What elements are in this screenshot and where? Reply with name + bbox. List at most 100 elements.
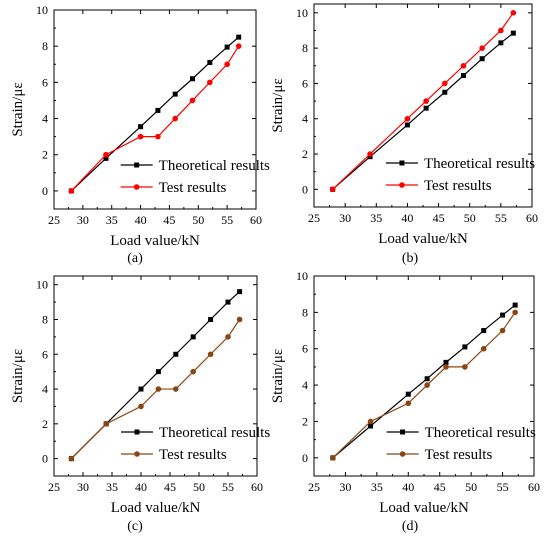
data-point-square (423, 105, 429, 111)
legend-marker-square (134, 429, 140, 435)
chart-panel-2: 25 30 35 40 45 50 55 60 0 2 4 6 8 10 Load value/kN Stra… (270, 3, 538, 266)
data-point-circle (480, 345, 487, 352)
data-point-circle (236, 316, 243, 323)
y-axis-title: Strain/με (270, 349, 286, 403)
series-test (68, 316, 243, 462)
data-point-circle (68, 188, 75, 194)
y-tick-label: 4 (302, 112, 308, 126)
data-point-circle (330, 455, 336, 461)
data-point-circle (479, 45, 485, 51)
chart-panel-4: 25 30 35 40 45 50 55 60 0 2 4 6 8 10 Load value/kN Stra… (270, 269, 540, 534)
data-point-square (479, 56, 485, 62)
legend-marker-square (134, 162, 140, 168)
x-tick-label: 35 (106, 480, 118, 494)
data-point-square (207, 59, 213, 65)
y-tick-label: 4 (42, 112, 48, 126)
legend-label: Test results (424, 178, 492, 194)
data-point-circle (329, 186, 336, 193)
data-point-square (173, 351, 179, 357)
legend-label: Theoretical results (424, 156, 535, 172)
y-tick-label: 10 (296, 6, 308, 20)
x-tick-label: 50 (465, 480, 477, 494)
legend-marker-circle (134, 451, 140, 457)
data-point-square (510, 30, 516, 36)
y-tick-label: 2 (302, 414, 308, 428)
legend-marker-circle (399, 182, 405, 188)
series-test (330, 309, 518, 461)
legend-marker-circle (399, 451, 406, 457)
legend-marker-circle (133, 184, 140, 190)
y-tick-label: 0 (302, 182, 308, 196)
data-point-square (498, 40, 504, 46)
legend-marker-square (400, 429, 406, 435)
y-axis-title: Strain/με (10, 82, 26, 136)
x-tick-label: 30 (77, 480, 89, 494)
y-tick-label: 6 (302, 342, 308, 356)
data-point-circle (207, 79, 213, 86)
y-axis-title: Strain/με (270, 78, 286, 132)
y-tick-label: 2 (42, 417, 48, 431)
x-tick-label: 55 (222, 480, 234, 494)
data-point-square (405, 391, 411, 397)
data-point-circle (224, 61, 230, 68)
x-tick-label: 55 (497, 480, 509, 494)
data-point-square (460, 72, 466, 78)
series-theoretical (68, 34, 242, 194)
x-tick-label: 30 (339, 480, 351, 494)
y-tick-label: 0 (302, 451, 308, 465)
y-tick-label: 8 (302, 41, 308, 55)
y-tick-label: 6 (42, 75, 48, 89)
x-tick-label: 25 (48, 480, 60, 494)
data-point-circle (155, 133, 161, 140)
x-axis-title: Load value/kN (111, 500, 201, 516)
data-point-circle (405, 400, 412, 407)
data-point-circle (103, 421, 109, 427)
data-point-circle (462, 364, 468, 370)
data-point-square (443, 359, 449, 365)
legend-label: Test results (159, 447, 227, 463)
data-point-circle (68, 455, 75, 462)
data-point-square (500, 312, 506, 318)
x-tick-label: 30 (77, 213, 89, 227)
x-tick-label: 40 (401, 211, 413, 225)
data-point-circle (367, 151, 373, 157)
x-tick-label: 50 (193, 480, 205, 494)
data-point-square (190, 76, 196, 82)
x-tick-label: 60 (250, 213, 262, 227)
data-point-circle (103, 151, 109, 158)
y-tick-label: 4 (42, 382, 48, 396)
data-point-square (224, 44, 230, 50)
x-tick-label: 45 (163, 213, 175, 227)
data-point-circle (173, 386, 179, 392)
data-point-circle (190, 368, 196, 375)
x-tick-label: 40 (135, 213, 147, 227)
x-tick-label: 25 (48, 213, 60, 227)
data-point-square (512, 302, 518, 308)
y-tick-label: 10 (36, 3, 48, 17)
data-point-circle (137, 133, 144, 140)
y-tick-label: 8 (302, 305, 308, 319)
data-point-circle (138, 403, 144, 410)
data-point-square (138, 124, 144, 130)
y-tick-label: 6 (42, 347, 48, 361)
data-point-circle (423, 98, 429, 104)
data-point-circle (443, 364, 449, 370)
data-point-square (236, 34, 242, 40)
y-tick-label: 0 (42, 184, 48, 198)
panel-label: (c) (127, 519, 143, 534)
data-point-circle (499, 327, 506, 334)
legend-label: Test results (425, 447, 493, 463)
legend-marker-square (399, 160, 405, 166)
x-tick-label: 35 (106, 213, 118, 227)
data-point-circle (404, 115, 411, 122)
x-tick-label: 60 (528, 480, 540, 494)
data-point-circle (498, 27, 504, 34)
legend-label: Theoretical results (159, 425, 270, 441)
x-axis-title: Load value/kN (379, 500, 469, 516)
y-tick-label: 2 (42, 148, 48, 162)
y-tick-label: 8 (42, 312, 48, 326)
x-tick-label: 35 (371, 480, 383, 494)
chart-panel-3: 25 30 35 40 45 50 55 60 0 2 4 6 8 10 Load value/kN Stra… (10, 275, 270, 534)
data-point-circle (512, 309, 518, 316)
